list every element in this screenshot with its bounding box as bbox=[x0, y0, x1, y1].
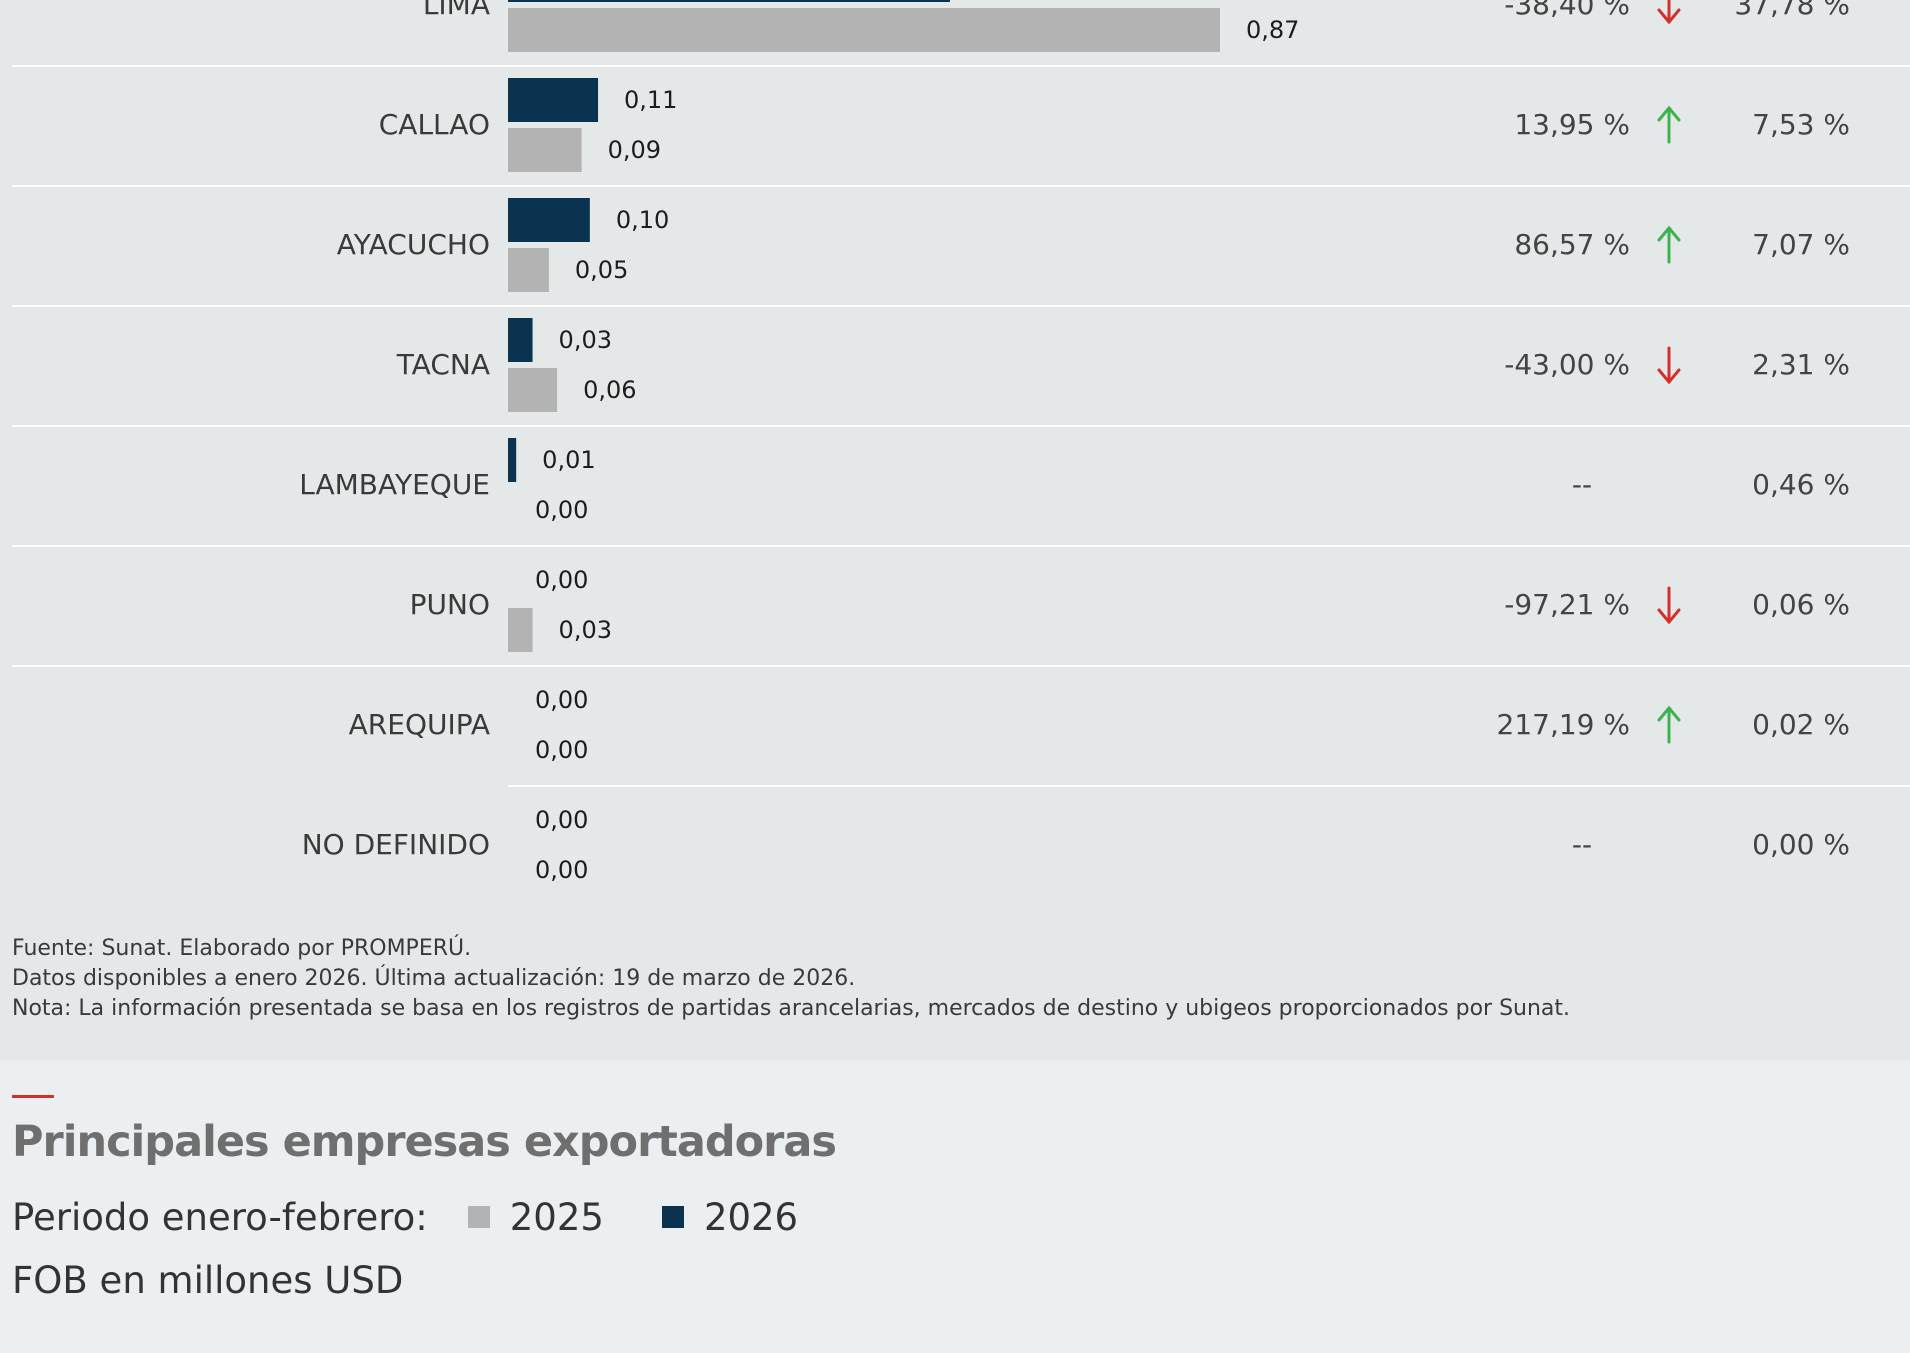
unit-label: FOB en millones USD bbox=[12, 1259, 404, 1302]
legend-item-2025[interactable]: 2025 bbox=[467, 1195, 604, 1239]
value-label-2026-tacna: 0,03 bbox=[559, 326, 612, 354]
legend-label-2025: 2025 bbox=[509, 1195, 604, 1239]
period-label: Periodo enero-febrero: bbox=[12, 1195, 428, 1239]
legend-swatch-2025 bbox=[467, 1206, 490, 1228]
value-label-2025-callao: 0,09 bbox=[608, 136, 661, 164]
legend-swatch-2026 bbox=[661, 1206, 684, 1228]
arrow-up-icon bbox=[1657, 225, 1681, 264]
variation-label-arequipa: 217,19 % bbox=[1497, 708, 1630, 741]
bar-2026-ayacucho bbox=[508, 198, 590, 242]
methodology-note: Nota: La información presentada se basa … bbox=[12, 996, 1571, 1021]
share-label-no-definido: 0,00 % bbox=[1752, 828, 1850, 861]
share-label-lima: 37,78 % bbox=[1734, 0, 1850, 21]
availability-note: Datos disponibles a enero 2026. Última a… bbox=[12, 966, 856, 991]
variation-label-lambayeque: -- bbox=[1572, 468, 1592, 501]
chart-notes: Fuente: Sunat. Elaborado por PROMPERÚ. D… bbox=[12, 934, 1892, 1024]
region-label-ayacucho: AYACUCHO bbox=[337, 228, 490, 261]
arrow-down-icon bbox=[1657, 586, 1681, 625]
legend-item-2026[interactable]: 2026 bbox=[661, 1195, 799, 1239]
bar-2025-puno bbox=[508, 608, 533, 652]
region-label-lima: LIMA bbox=[423, 0, 490, 21]
share-label-arequipa: 0,02 % bbox=[1752, 708, 1850, 741]
variation-label-ayacucho: 86,57 % bbox=[1514, 228, 1630, 261]
value-label-2026-arequipa: 0,00 bbox=[535, 686, 588, 714]
bar-2025-ayacucho bbox=[508, 248, 549, 292]
value-label-2026-ayacucho: 0,10 bbox=[616, 206, 669, 234]
variation-label-lima: -38,40 % bbox=[1504, 0, 1630, 21]
value-label-2025-lambayeque: 0,00 bbox=[535, 496, 588, 524]
value-label-2026-callao: 0,11 bbox=[624, 86, 677, 114]
arrow-up-icon bbox=[1657, 105, 1681, 144]
value-label-2026-no-definido: 0,00 bbox=[535, 806, 588, 834]
share-label-ayacucho: 7,07 % bbox=[1752, 228, 1850, 261]
share-label-tacna: 2,31 % bbox=[1752, 348, 1850, 381]
variation-label-puno: -97,21 % bbox=[1504, 588, 1630, 621]
value-label-2025-tacna: 0,06 bbox=[583, 376, 636, 404]
section-title: Principales empresas exportadoras bbox=[12, 1117, 837, 1167]
value-label-2025-puno: 0,03 bbox=[559, 616, 612, 644]
legend-label-2026: 2026 bbox=[703, 1195, 799, 1239]
bar-2026-callao bbox=[508, 78, 599, 122]
regions-chart-panel: LIMA 0,87 -38,40 % 37,78 % CALLAO 0,11 0,09 13,… bbox=[12, 0, 1910, 884]
value-label-2026-puno: 0,00 bbox=[535, 566, 588, 594]
bar-2025-lima bbox=[508, 8, 1220, 52]
region-label-puno: PUNO bbox=[410, 588, 490, 621]
value-label-2025-no-definido: 0,00 bbox=[535, 856, 588, 884]
arrow-up-icon bbox=[1657, 705, 1681, 744]
share-label-lambayeque: 0,46 % bbox=[1752, 468, 1850, 501]
region-label-arequipa: AREQUIPA bbox=[349, 708, 490, 741]
variation-label-no-definido: -- bbox=[1572, 828, 1592, 861]
bar-2026-lima bbox=[508, 0, 950, 2]
share-label-callao: 7,53 % bbox=[1752, 108, 1850, 141]
share-label-puno: 0,06 % bbox=[1752, 588, 1850, 621]
bar-2026-tacna bbox=[508, 318, 533, 362]
region-label-callao: CALLAO bbox=[379, 108, 490, 141]
accent-line bbox=[12, 1095, 54, 1098]
source-note: Fuente: Sunat. Elaborado por PROMPERÚ. bbox=[12, 936, 472, 961]
regions-bar-chart: LIMA 0,87 -38,40 % 37,78 % CALLAO 0,11 0,09 13,… bbox=[12, 0, 1910, 884]
variation-label-tacna: -43,00 % bbox=[1504, 348, 1630, 381]
region-label-tacna: TACNA bbox=[396, 348, 490, 381]
top-exporters-section: Principales empresas exportadoras Period… bbox=[12, 1095, 1892, 1306]
region-label-lambayeque: LAMBAYEQUE bbox=[299, 468, 490, 501]
region-label-no-definido: NO DEFINIDO bbox=[302, 828, 490, 861]
variation-label-callao: 13,95 % bbox=[1514, 108, 1630, 141]
bar-2025-callao bbox=[508, 128, 582, 172]
arrow-down-icon bbox=[1657, 346, 1681, 385]
value-label-2025-ayacucho: 0,05 bbox=[575, 256, 628, 284]
bar-2025-tacna bbox=[508, 368, 558, 412]
value-label-2025-arequipa: 0,00 bbox=[535, 736, 588, 764]
period-legend-row: Periodo enero-febrero: 2025 2026 bbox=[12, 1192, 1892, 1242]
bar-2026-lambayeque bbox=[508, 438, 517, 482]
value-label-2026-lambayeque: 0,01 bbox=[542, 446, 595, 474]
arrow-down-icon bbox=[1657, 0, 1681, 25]
value-label-2025-lima: 0,87 bbox=[1246, 16, 1299, 44]
